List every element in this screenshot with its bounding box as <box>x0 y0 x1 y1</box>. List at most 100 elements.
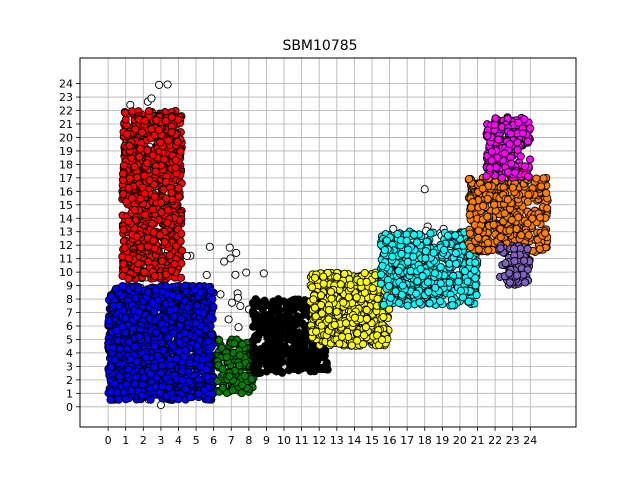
data-point <box>177 367 186 376</box>
data-point <box>268 344 277 353</box>
data-point <box>203 372 212 381</box>
data-point <box>149 363 158 372</box>
data-point <box>273 295 283 304</box>
data-point <box>466 242 475 252</box>
data-point <box>127 386 136 395</box>
data-point <box>144 257 153 266</box>
data-point <box>118 322 127 331</box>
data-point <box>464 174 474 184</box>
data-point <box>362 277 371 286</box>
data-point <box>535 244 544 253</box>
data-point <box>166 361 175 370</box>
data-point <box>510 257 519 266</box>
data-point <box>194 389 203 398</box>
x-tick-label: 24 <box>523 434 537 447</box>
data-point <box>416 264 425 273</box>
data-point <box>150 244 159 253</box>
data-point <box>125 141 134 150</box>
data-point <box>440 245 449 254</box>
data-point <box>347 341 356 350</box>
x-tick-label: 7 <box>228 434 235 447</box>
data-point <box>133 284 143 293</box>
data-point <box>111 284 121 293</box>
data-point <box>483 212 492 221</box>
data-point <box>512 224 521 233</box>
data-point <box>436 297 445 306</box>
x-tick-label: 19 <box>435 434 449 447</box>
data-point <box>353 329 362 338</box>
y-tick-label: 0 <box>66 401 73 414</box>
y-tick-label: 9 <box>66 280 73 293</box>
data-point <box>169 329 178 338</box>
data-point <box>166 306 175 315</box>
chart-title: SBM10785 <box>282 38 357 54</box>
y-tick-label: 18 <box>59 158 73 171</box>
data-point <box>386 293 395 302</box>
data-point <box>228 386 237 395</box>
data-point <box>141 353 150 362</box>
data-point <box>507 159 516 168</box>
data-point <box>124 365 133 374</box>
y-tick-label: 16 <box>59 185 73 198</box>
data-point <box>215 336 224 345</box>
data-point <box>312 327 321 336</box>
data-point <box>294 328 303 337</box>
x-tick-label: 18 <box>418 434 432 447</box>
data-point <box>474 245 483 254</box>
data-point <box>249 346 258 355</box>
data-point <box>216 290 225 299</box>
data-point <box>191 319 200 328</box>
data-point <box>225 243 234 252</box>
data-point <box>412 238 421 247</box>
data-point <box>148 298 157 307</box>
y-tick-label: 10 <box>59 266 73 279</box>
data-point <box>504 168 513 177</box>
data-point <box>451 231 460 240</box>
data-point <box>190 285 199 294</box>
data-point <box>178 376 187 385</box>
data-point <box>350 313 359 322</box>
series-2 <box>104 281 218 404</box>
data-point <box>175 338 184 347</box>
data-point <box>255 353 264 362</box>
data-point <box>485 163 494 173</box>
data-point <box>362 314 371 323</box>
data-point <box>202 270 211 279</box>
data-point <box>267 315 276 324</box>
data-point <box>483 238 493 247</box>
data-point <box>526 155 535 164</box>
data-point <box>180 329 189 338</box>
data-point <box>153 351 162 360</box>
data-point <box>234 323 243 332</box>
data-point <box>443 231 453 240</box>
data-point <box>483 194 492 203</box>
data-point <box>157 198 166 207</box>
y-tick-label: 21 <box>59 118 73 131</box>
data-point <box>170 259 179 269</box>
data-point <box>302 363 311 372</box>
data-point <box>130 205 139 215</box>
data-point <box>110 355 119 364</box>
data-point <box>147 94 156 103</box>
data-point <box>135 152 144 161</box>
data-point <box>177 229 186 238</box>
series-7 <box>464 173 552 256</box>
data-point <box>176 147 185 156</box>
data-point <box>452 259 461 268</box>
data-point <box>256 368 265 377</box>
data-point <box>157 208 166 217</box>
data-point <box>335 339 344 348</box>
data-point <box>119 161 128 170</box>
data-point <box>125 174 134 183</box>
y-tick-label: 15 <box>59 199 73 212</box>
data-point <box>336 280 345 289</box>
data-point <box>113 336 122 345</box>
data-point <box>517 231 526 240</box>
data-point <box>320 362 330 371</box>
data-point <box>155 80 164 89</box>
data-point <box>275 321 284 330</box>
data-point <box>110 379 119 388</box>
y-tick-label: 5 <box>66 333 73 346</box>
data-point <box>226 254 235 263</box>
data-point <box>119 225 128 234</box>
